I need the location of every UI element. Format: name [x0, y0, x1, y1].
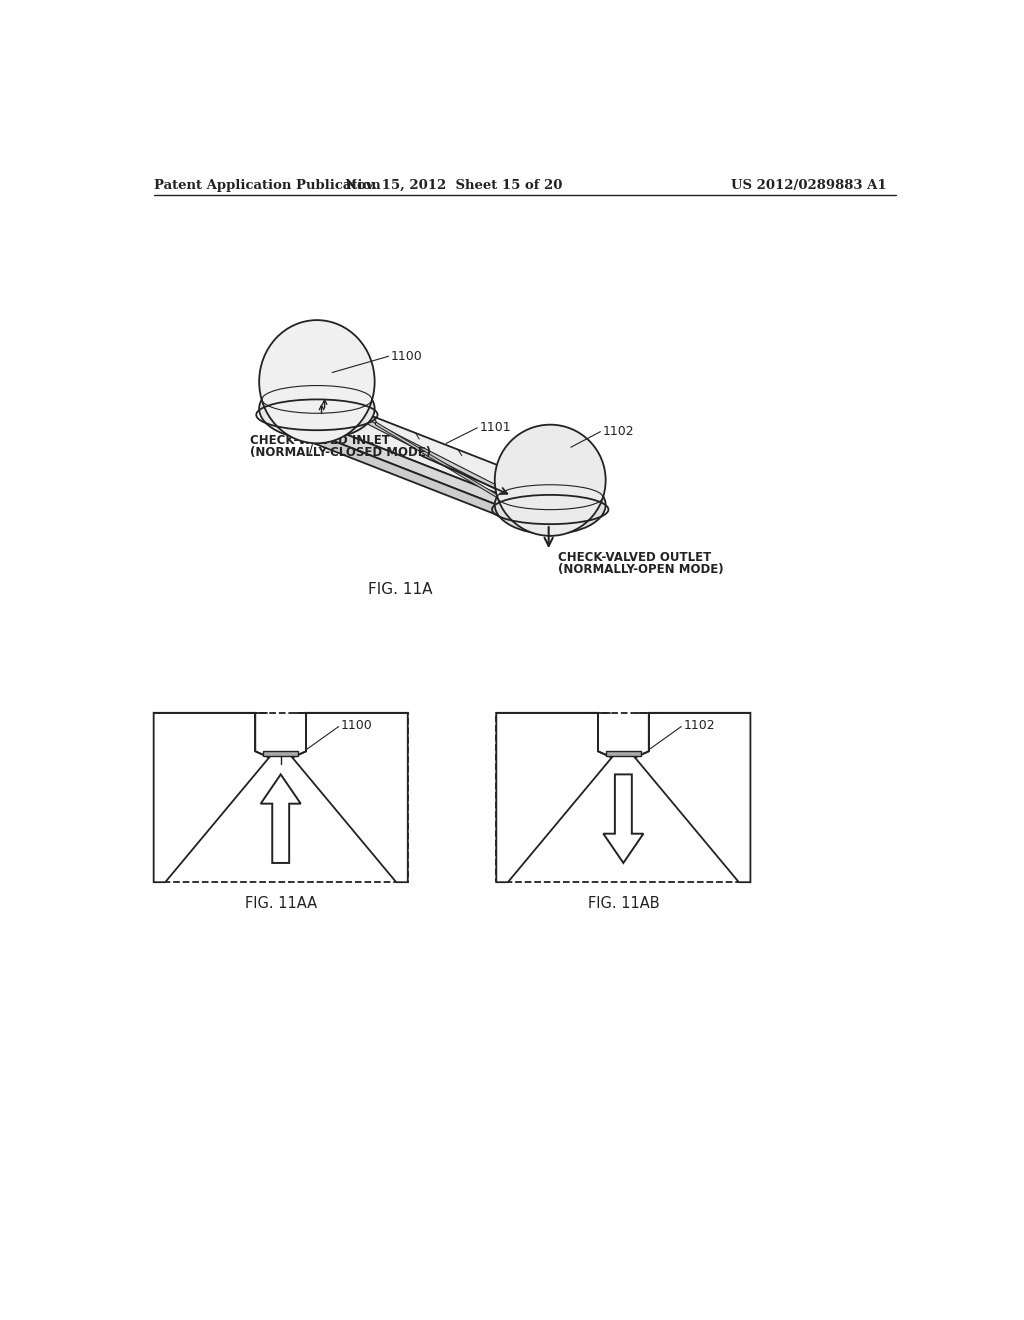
Ellipse shape: [495, 475, 605, 535]
Text: 1102: 1102: [683, 718, 715, 731]
Bar: [497, 713, 751, 882]
Text: (NORMALLY-OPEN MODE): (NORMALLY-OPEN MODE): [558, 562, 724, 576]
Polygon shape: [313, 433, 550, 536]
Bar: [605, 751, 641, 756]
Text: FIG. 11AA: FIG. 11AA: [245, 896, 316, 911]
Polygon shape: [313, 393, 550, 515]
Ellipse shape: [495, 425, 605, 536]
Polygon shape: [497, 713, 611, 882]
Polygon shape: [635, 713, 751, 882]
Text: (NORMALLY-CLOSED MODE): (NORMALLY-CLOSED MODE): [250, 446, 431, 459]
FancyArrow shape: [603, 775, 643, 863]
Ellipse shape: [259, 319, 375, 444]
Text: CHECK-VALVED INLET: CHECK-VALVED INLET: [250, 434, 390, 447]
FancyArrow shape: [261, 775, 301, 863]
Text: 1100: 1100: [391, 350, 423, 363]
Polygon shape: [376, 422, 508, 504]
Bar: [154, 713, 408, 882]
Text: 1101: 1101: [479, 421, 511, 434]
Bar: [263, 751, 298, 756]
Text: FIG. 11A: FIG. 11A: [368, 582, 432, 597]
Polygon shape: [292, 713, 408, 882]
Text: CHECK-VALVED OUTLET: CHECK-VALVED OUTLET: [558, 552, 711, 564]
Polygon shape: [361, 416, 523, 503]
Text: Patent Application Publication: Patent Application Publication: [154, 178, 380, 191]
Polygon shape: [313, 422, 550, 525]
Text: 1102: 1102: [602, 425, 634, 438]
Text: US 2012/0289883 A1: US 2012/0289883 A1: [731, 178, 887, 191]
Text: Nov. 15, 2012  Sheet 15 of 20: Nov. 15, 2012 Sheet 15 of 20: [345, 178, 562, 191]
Ellipse shape: [259, 378, 375, 440]
Text: FIG. 11AB: FIG. 11AB: [588, 896, 659, 911]
Polygon shape: [154, 713, 269, 882]
Text: 1100: 1100: [341, 718, 373, 731]
